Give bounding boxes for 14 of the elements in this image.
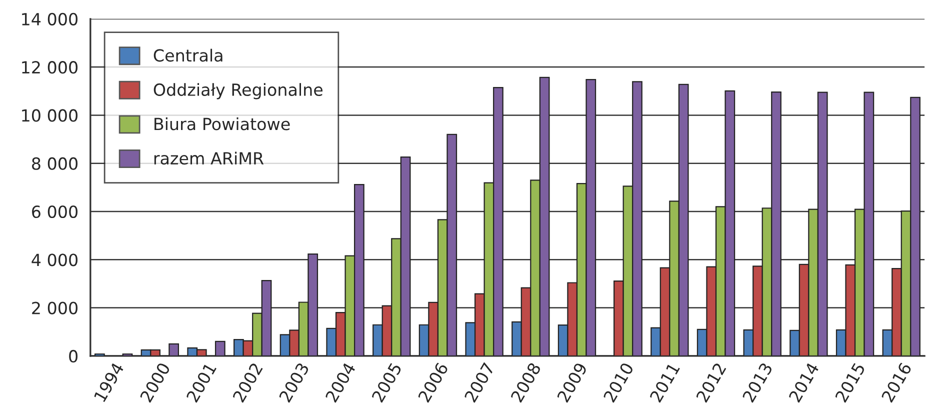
legend-label: Centrala <box>154 48 222 62</box>
y-tick-label: 4 000 <box>32 254 78 266</box>
y-tick-label: 2 000 <box>32 302 78 314</box>
bar <box>214 340 226 356</box>
y-tick-label: 0 <box>69 350 78 362</box>
legend-label: Biura Powiatowe <box>154 117 290 130</box>
y-tick-label: 8 000 <box>32 157 78 170</box>
y-tick-label: 10 000 <box>22 109 78 122</box>
bar <box>168 343 180 356</box>
y-tick-label: 14 000 <box>22 12 78 26</box>
y-tick-label: 6 000 <box>32 205 78 218</box>
legend-label: Oddziały Regionalne <box>154 83 323 100</box>
legend-label: razem ARiMR <box>154 152 264 165</box>
y-tick-label: 12 000 <box>22 61 78 74</box>
